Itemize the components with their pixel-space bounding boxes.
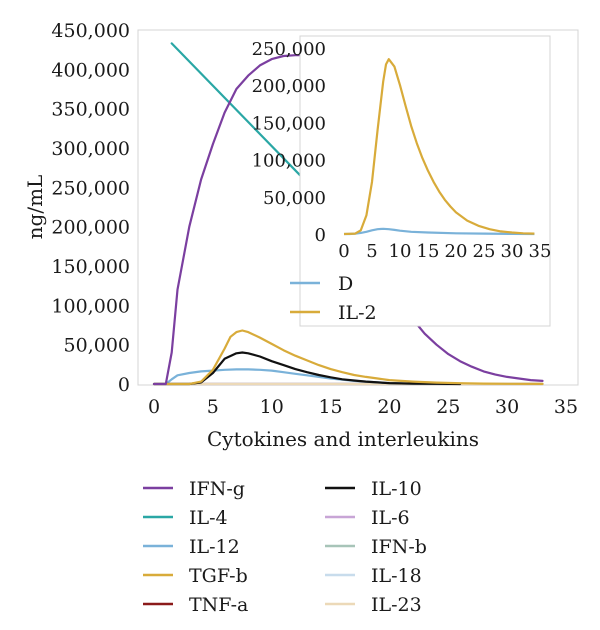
inset-legend: D IL-2 — [290, 273, 377, 324]
y-tick-label: 400,000 — [51, 59, 130, 81]
inset-series-line-il-2 — [343, 58, 535, 236]
legend-label: IL-4 — [189, 507, 228, 529]
y-tick-label: 200,000 — [51, 217, 130, 239]
inset-legend-label: D — [338, 273, 353, 295]
inset-chart: 0 5 10 15 20 25 30 35050,000100,000150,000200,0… — [252, 35, 552, 327]
main-axes: 0 5 10 15 20 25 30 35050,000100,000150,000200,0… — [51, 20, 578, 418]
main-legend: IFN-g IL-4 IL-12 TGF-b TNF-a IL-10 IL-6 IFN-b IL… — [143, 478, 427, 616]
inset-x-tick-label: 25 — [473, 241, 496, 262]
x-tick-label: 0 — [148, 396, 160, 418]
x-tick-label: 25 — [436, 396, 460, 418]
y-tick-label: 300,000 — [51, 138, 130, 160]
y-tick-label: 350,000 — [51, 99, 130, 121]
inset-y-tick-label: 200,000 — [252, 76, 326, 97]
y-tick-label: 100,000 — [51, 295, 130, 317]
inset-y-tick-label: 50,000 — [263, 188, 326, 209]
inset-x-tick-label: 0 — [338, 241, 349, 262]
legend-label: IL-6 — [371, 507, 410, 529]
legend-label: IL-18 — [371, 565, 422, 587]
x-axis-title: Cytokines and interleukins — [207, 427, 479, 451]
y-axis-title: ng/mL — [23, 175, 47, 240]
y-tick-label: 0 — [118, 374, 130, 396]
series-line-il-10 — [152, 351, 462, 386]
inset-x-tick-label: 30 — [501, 241, 524, 262]
x-tick-label: 15 — [318, 396, 342, 418]
x-tick-label: 10 — [260, 396, 284, 418]
y-tick-label: 450,000 — [51, 20, 130, 42]
inset-axes: 0 5 10 15 20 25 30 35050,000100,000150,000200,0… — [252, 39, 552, 262]
inset-y-tick-label: 0 — [315, 225, 326, 246]
series-line-tgf-b — [152, 329, 544, 386]
legend-label: TNF-a — [189, 594, 248, 616]
legend-label: IL-10 — [371, 478, 422, 500]
y-tick-label: 50,000 — [64, 335, 130, 357]
inset-x-tick-label: 15 — [417, 241, 440, 262]
inset-x-tick-label: 35 — [529, 241, 552, 262]
legend-label: IFN-b — [371, 536, 427, 558]
inset-x-tick-label: 10 — [389, 241, 412, 262]
inset-x-tick-label: 5 — [366, 241, 377, 262]
inset-series-line-d — [344, 227, 535, 236]
x-tick-label: 35 — [554, 396, 578, 418]
inset-background — [299, 35, 551, 327]
x-tick-label: 5 — [207, 396, 219, 418]
series-line-il-4 — [170, 42, 303, 178]
x-tick-label: 20 — [377, 396, 401, 418]
inset-y-tick-label: 150,000 — [252, 113, 326, 134]
inset-x-tick-label: 20 — [445, 241, 468, 262]
y-tick-label: 150,000 — [51, 256, 130, 278]
x-tick-label: 30 — [495, 396, 519, 418]
inset-y-tick-label: 250,000 — [252, 39, 326, 60]
legend-label: TGF-b — [189, 565, 248, 587]
legend-label: IFN-g — [189, 478, 245, 500]
inset-legend-label: IL-2 — [338, 302, 377, 324]
inset-series-lines — [343, 58, 535, 236]
legend-label: IL-23 — [371, 594, 422, 616]
y-tick-label: 250,000 — [51, 177, 130, 199]
inset-y-tick-label: 100,000 — [252, 151, 326, 172]
legend-label: IL-12 — [189, 536, 240, 558]
